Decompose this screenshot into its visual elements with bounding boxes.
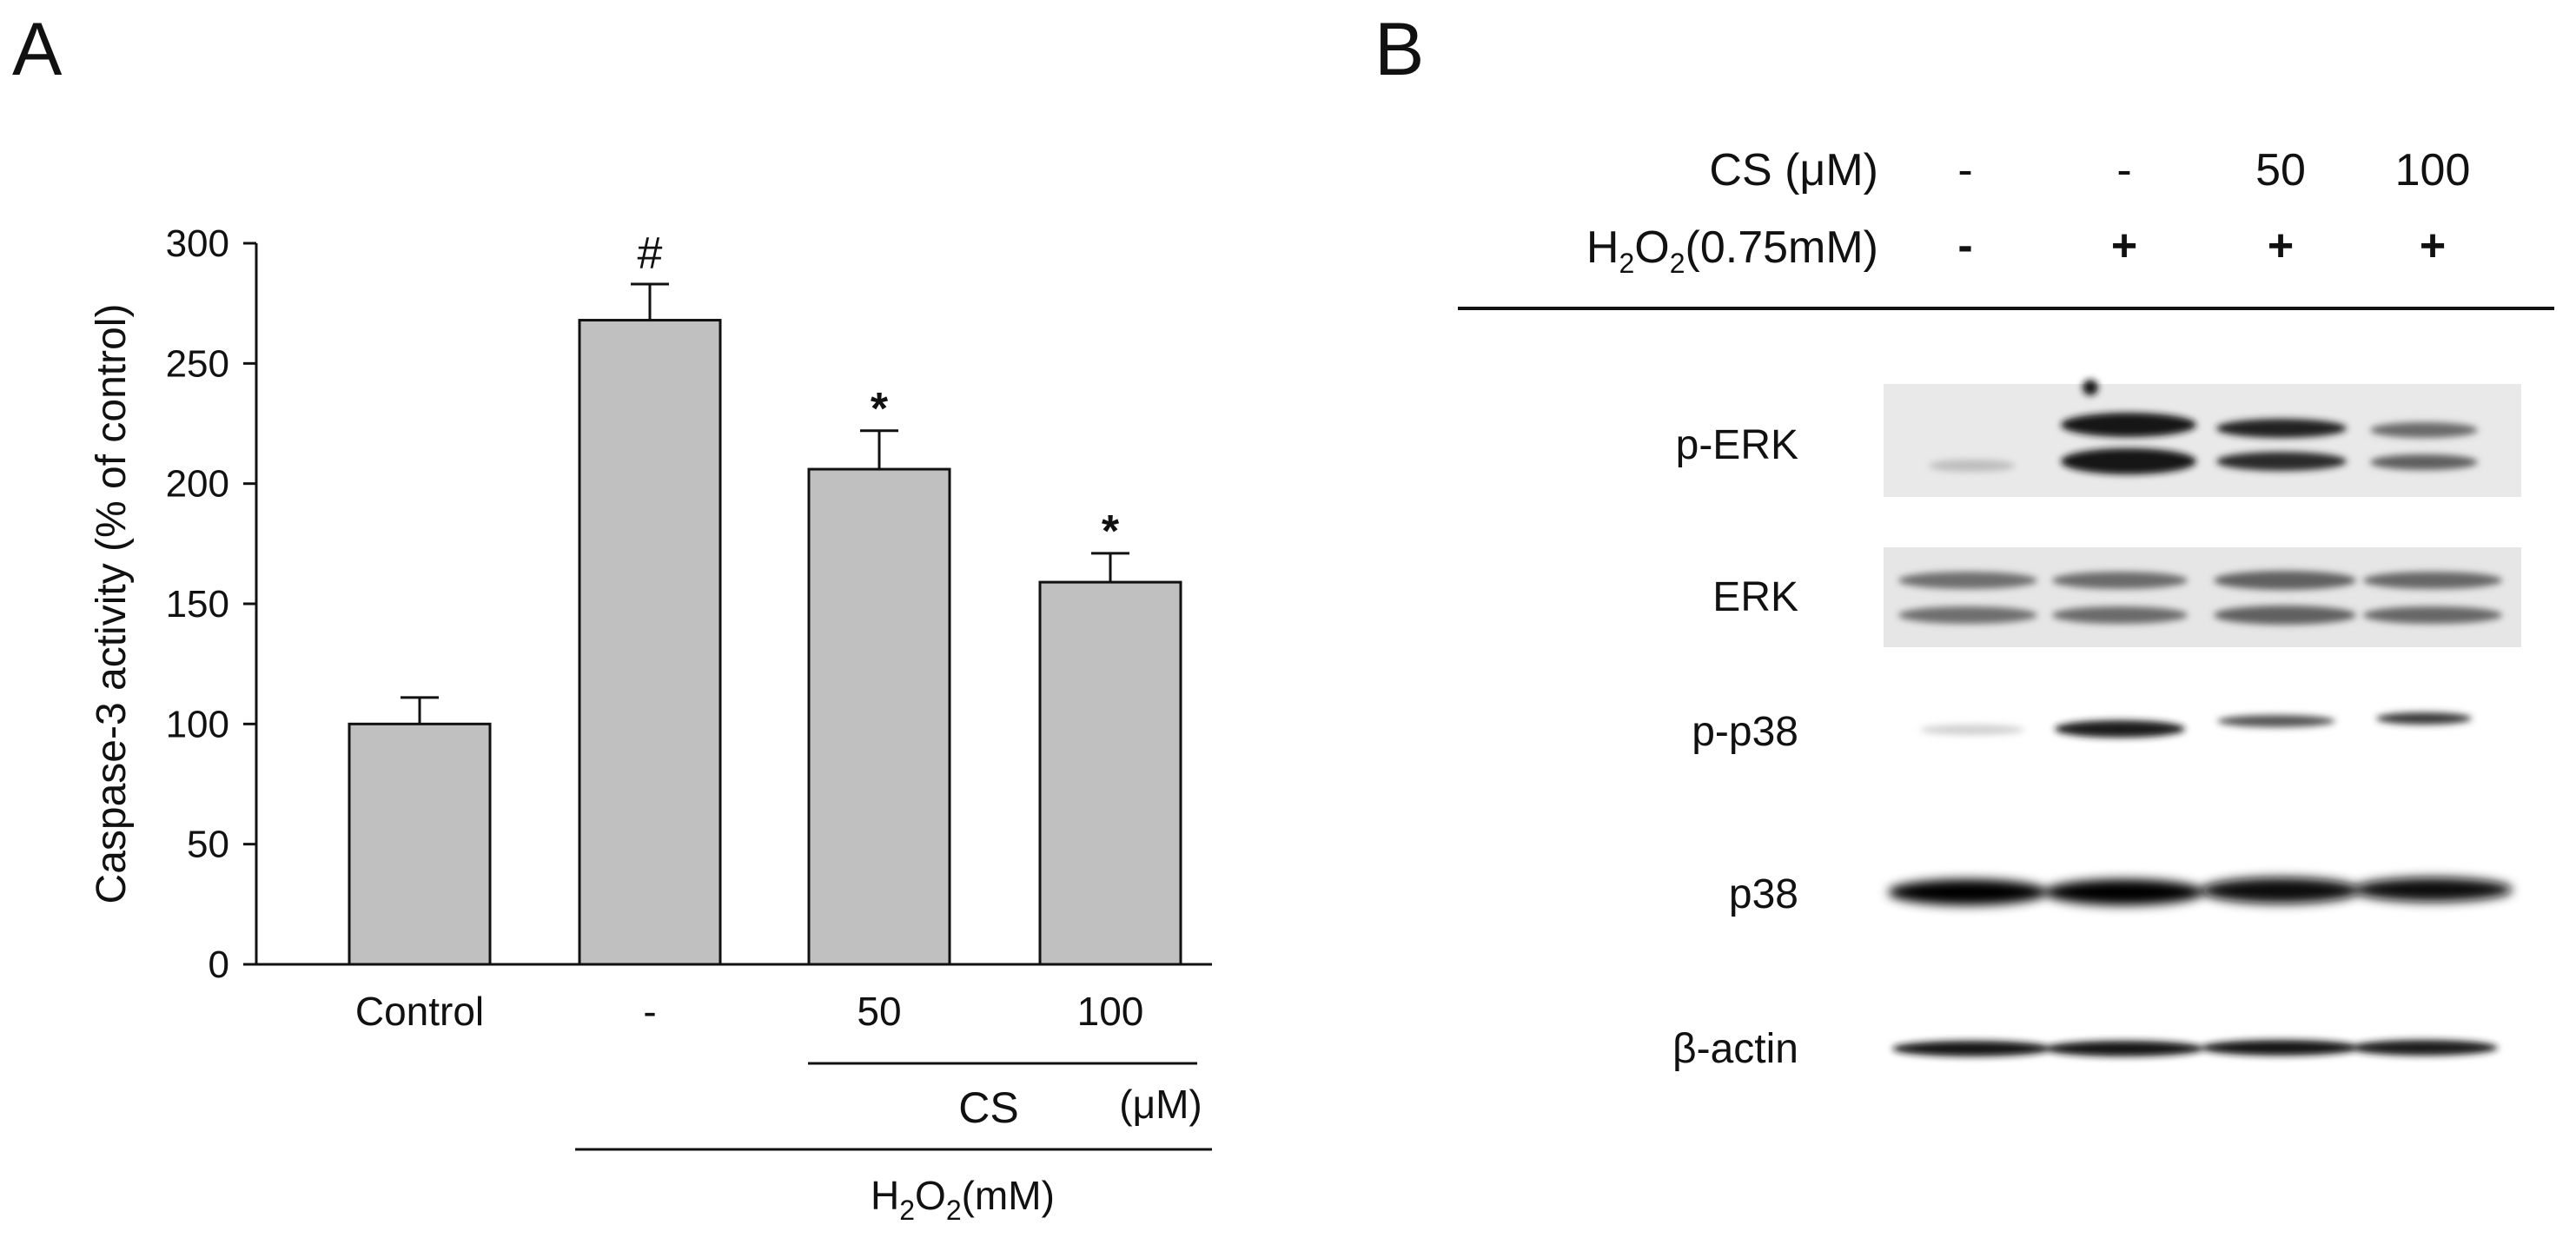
x-category-label: Control xyxy=(355,989,484,1034)
bar xyxy=(1038,580,1182,966)
band-p38-2 xyxy=(2044,879,2204,905)
blot-strip-erk xyxy=(1884,547,2521,647)
significance-mark: * xyxy=(871,384,889,434)
band-erk-2a xyxy=(2052,572,2188,589)
band-p-erk-3b xyxy=(2216,452,2347,471)
panel-a-label: A xyxy=(12,8,63,91)
cs-group-label: CS xyxy=(958,1083,1018,1132)
cs-header: CS (μM) xyxy=(1709,145,1878,195)
band-p-erk-3a xyxy=(2216,419,2347,438)
band-erk-3a xyxy=(2214,571,2356,590)
band-erk-4a xyxy=(2363,572,2502,589)
band-p38-4 xyxy=(2353,877,2513,902)
y-tick-label: 300 xyxy=(166,222,229,265)
band-p-p38-4 xyxy=(2376,712,2472,725)
blot-label-beta-actin: β-actin xyxy=(1672,1026,1798,1072)
band-p38-1 xyxy=(1888,879,2048,905)
lane-cs-value: 100 xyxy=(2395,145,2471,195)
band-erk-3b xyxy=(2214,606,2356,625)
lane-h2o2-value: + xyxy=(2268,221,2294,271)
y-tick-label: 150 xyxy=(166,583,229,626)
bands-p38 xyxy=(1888,877,2513,905)
band-p-erk-2b xyxy=(2061,448,2196,474)
x-category-label: 50 xyxy=(857,989,901,1034)
bands-beta-actin xyxy=(1892,1040,2498,1056)
y-tick-label: 200 xyxy=(166,463,229,506)
bars: # * * xyxy=(348,228,1182,966)
blot-label-erk: ERK xyxy=(1712,574,1798,620)
band-p-p38-1 xyxy=(1920,725,2024,735)
x-category-label: - xyxy=(643,989,656,1034)
bands-p-erk xyxy=(1929,380,2478,474)
blot-label-p-p38: p-p38 xyxy=(1692,709,1798,755)
x-category-label: 100 xyxy=(1077,989,1144,1034)
lane-cs-value: - xyxy=(1957,145,1972,195)
bar-chart: 0 50 100 150 200 250 300 Caspase-3 activity (%… xyxy=(89,222,1212,1226)
significance-mark: * xyxy=(1102,506,1120,557)
h2o2-header: H2O2(0.75mM) xyxy=(1586,222,1878,279)
band-p38-3 xyxy=(2201,877,2361,904)
y-tick-label: 100 xyxy=(166,703,229,745)
band-p-erk-dot xyxy=(2083,380,2098,395)
bands-erk xyxy=(1898,571,2502,625)
y-ticks: 0 50 100 150 200 250 300 xyxy=(166,222,256,986)
band-p-erk-4b xyxy=(2370,454,2478,470)
bar xyxy=(807,467,951,966)
y-tick-label: 250 xyxy=(166,342,229,385)
band-p-erk-2a xyxy=(2061,413,2196,437)
band-erk-1b xyxy=(1898,606,2037,624)
blot-label-p38: p38 xyxy=(1729,871,1798,917)
band-actin-3 xyxy=(2201,1040,2361,1056)
band-p-erk-1 xyxy=(1929,460,2016,472)
lane-headers: - - 50 100 - + + + xyxy=(1957,145,2470,271)
lane-cs-value: - xyxy=(2116,145,2131,195)
blot-label-p-erk: p-ERK xyxy=(1676,422,1798,468)
lane-h2o2-value: + xyxy=(2111,221,2137,271)
lane-h2o2-value: + xyxy=(2420,221,2446,271)
cs-group-unit: (μM) xyxy=(1119,1082,1202,1127)
western-blot: p-ERK ERK p-p38 p38 β-actin xyxy=(1672,380,2521,1072)
band-p-p38-3 xyxy=(2217,715,2335,727)
y-axis-title: Caspase-3 activity (% of control) xyxy=(89,304,135,904)
lane-cs-value: 50 xyxy=(2255,145,2306,195)
bar xyxy=(348,722,492,966)
band-p-p38-2 xyxy=(2055,720,2185,738)
band-erk-4b xyxy=(2363,606,2502,624)
band-p-erk-4a xyxy=(2370,422,2478,438)
bands-p-p38 xyxy=(1920,712,2472,738)
panel-b-label: B xyxy=(1374,8,1424,91)
bar xyxy=(578,319,722,966)
category-labels: Control - 50 100 xyxy=(355,989,1144,1034)
band-actin-4 xyxy=(2350,1040,2498,1056)
h2o2-group-label: H2O2(mM) xyxy=(871,1173,1055,1226)
blot-strip-p-erk xyxy=(1884,384,2521,497)
blot-header: CS (μM) H2O2(0.75mM) - - 50 100 - + + + xyxy=(1458,145,2554,310)
y-tick-label: 50 xyxy=(187,824,229,866)
significance-mark: # xyxy=(638,228,663,279)
lane-h2o2-value: - xyxy=(1957,221,1972,271)
y-tick-label: 0 xyxy=(209,943,229,986)
band-erk-1a xyxy=(1898,572,2037,589)
band-erk-2b xyxy=(2052,606,2188,624)
band-actin-2 xyxy=(2044,1041,2204,1056)
band-actin-1 xyxy=(1892,1041,2052,1056)
